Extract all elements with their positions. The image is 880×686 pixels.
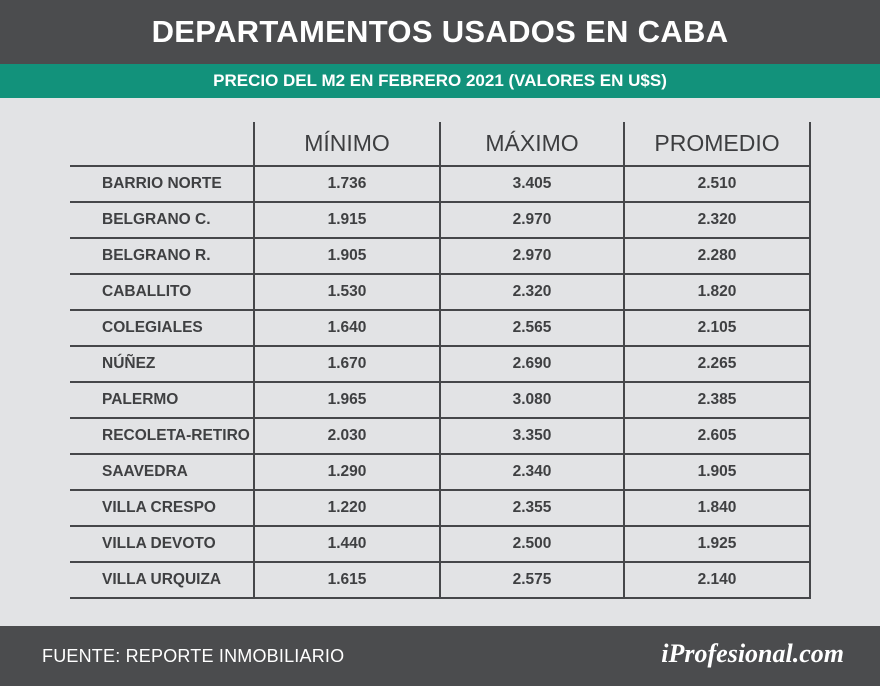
max-price-cell: 2.340	[440, 454, 625, 491]
neighborhood-name: VILLA URQUIZA	[70, 562, 255, 599]
avg-price-cell: 1.925	[624, 526, 811, 563]
neighborhood-name: PALERMO	[70, 382, 255, 419]
avg-price-cell: 1.820	[624, 274, 811, 311]
neighborhood-name: CABALLITO	[70, 274, 255, 311]
table-body: BARRIO NORTE 1.736 3.405 2.510 BELGRANO C. 1.…	[70, 166, 811, 599]
neighborhood-name: VILLA DEVOTO	[70, 526, 255, 563]
page-subtitle: PRECIO DEL M2 EN FEBRERO 2021 (VALORES E…	[0, 64, 880, 98]
header-blank-cell	[70, 122, 255, 166]
max-price-cell: 2.575	[440, 562, 625, 599]
max-price-cell: 2.500	[440, 526, 625, 563]
table-row: BELGRANO R. 1.905 2.970 2.280	[70, 238, 811, 275]
column-header-max: MÁXIMO	[440, 122, 625, 166]
min-price-cell: 1.905	[254, 238, 441, 275]
avg-price-cell: 2.510	[624, 166, 811, 203]
table-row: SAAVEDRA 1.290 2.340 1.905	[70, 454, 811, 491]
max-price-cell: 2.355	[440, 490, 625, 527]
neighborhood-name: RECOLETA-RETIRO	[70, 418, 255, 455]
neighborhood-name: NÚÑEZ	[70, 346, 255, 383]
table-row: CABALLITO 1.530 2.320 1.820	[70, 274, 811, 311]
price-table: MÍNIMO MÁXIMO PROMEDIO BARRIO NORTE 1.736…	[70, 122, 811, 599]
min-price-cell: 1.915	[254, 202, 441, 239]
footer: FUENTE: REPORTE INMOBILIARIO iProfesiona…	[0, 626, 880, 686]
column-header-avg: PROMEDIO	[624, 122, 811, 166]
price-table-container: MÍNIMO MÁXIMO PROMEDIO BARRIO NORTE 1.736…	[70, 122, 811, 599]
table-header-row: MÍNIMO MÁXIMO PROMEDIO	[70, 122, 811, 166]
neighborhood-name: VILLA CRESPO	[70, 490, 255, 527]
table-row: VILLA CRESPO 1.220 2.355 1.840	[70, 490, 811, 527]
table-row: PALERMO 1.965 3.080 2.385	[70, 382, 811, 419]
min-price-cell: 1.440	[254, 526, 441, 563]
min-price-cell: 1.220	[254, 490, 441, 527]
min-price-cell: 1.965	[254, 382, 441, 419]
table-row: RECOLETA-RETIRO 2.030 3.350 2.605	[70, 418, 811, 455]
max-price-cell: 2.970	[440, 202, 625, 239]
avg-price-cell: 2.140	[624, 562, 811, 599]
min-price-cell: 1.670	[254, 346, 441, 383]
max-price-cell: 2.320	[440, 274, 625, 311]
avg-price-cell: 1.840	[624, 490, 811, 527]
table-row: VILLA URQUIZA 1.615 2.575 2.140	[70, 562, 811, 599]
source-text: FUENTE: REPORTE INMOBILIARIO	[42, 646, 345, 666]
avg-price-cell: 1.905	[624, 454, 811, 491]
page-title: DEPARTAMENTOS USADOS EN CABA	[0, 0, 880, 64]
max-price-cell: 3.350	[440, 418, 625, 455]
min-price-cell: 1.530	[254, 274, 441, 311]
table-row: NÚÑEZ 1.670 2.690 2.265	[70, 346, 811, 383]
min-price-cell: 2.030	[254, 418, 441, 455]
min-price-cell: 1.290	[254, 454, 441, 491]
avg-price-cell: 2.280	[624, 238, 811, 275]
avg-price-cell: 2.605	[624, 418, 811, 455]
neighborhood-name: BELGRANO R.	[70, 238, 255, 275]
max-price-cell: 2.690	[440, 346, 625, 383]
brand-logo: iProfesional.com	[661, 639, 844, 668]
neighborhood-name: COLEGIALES	[70, 310, 255, 347]
neighborhood-name: SAAVEDRA	[70, 454, 255, 491]
table-row: VILLA DEVOTO 1.440 2.500 1.925	[70, 526, 811, 563]
max-price-cell: 3.080	[440, 382, 625, 419]
max-price-cell: 2.565	[440, 310, 625, 347]
max-price-cell: 2.970	[440, 238, 625, 275]
avg-price-cell: 2.265	[624, 346, 811, 383]
neighborhood-name: BELGRANO C.	[70, 202, 255, 239]
column-header-min: MÍNIMO	[254, 122, 441, 166]
min-price-cell: 1.615	[254, 562, 441, 599]
max-price-cell: 3.405	[440, 166, 625, 203]
avg-price-cell: 2.320	[624, 202, 811, 239]
min-price-cell: 1.640	[254, 310, 441, 347]
avg-price-cell: 2.385	[624, 382, 811, 419]
table-row: BARRIO NORTE 1.736 3.405 2.510	[70, 166, 811, 203]
neighborhood-name: BARRIO NORTE	[70, 166, 255, 203]
min-price-cell: 1.736	[254, 166, 441, 203]
avg-price-cell: 2.105	[624, 310, 811, 347]
table-row: COLEGIALES 1.640 2.565 2.105	[70, 310, 811, 347]
table-row: BELGRANO C. 1.915 2.970 2.320	[70, 202, 811, 239]
